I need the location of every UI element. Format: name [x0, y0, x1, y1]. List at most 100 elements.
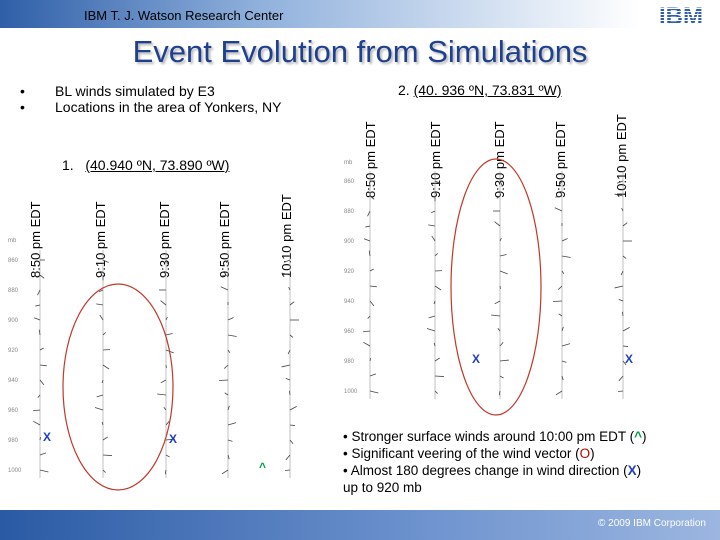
wind-barb [426, 328, 436, 332]
finding-text: ) [642, 429, 647, 444]
wind-barb [221, 274, 229, 277]
wind-barb [99, 314, 104, 321]
header-text: IBM T. J. Watson Research Center [84, 8, 284, 23]
direction-change-mark: X [472, 352, 481, 366]
wind-barb [561, 326, 564, 332]
wind-barb [434, 285, 442, 291]
wind-barb [283, 259, 291, 263]
header: IBM T. J. Watson Research Center IBM [0, 0, 720, 30]
wind-barb [39, 436, 41, 441]
wind-barb [165, 259, 169, 266]
pressure-level-label: 1000 [8, 468, 22, 474]
wind-barb [559, 180, 563, 185]
wind-barb [94, 407, 104, 411]
wind-barb [369, 357, 371, 362]
wind-barb [281, 272, 291, 276]
wind-barb [227, 349, 231, 354]
wind-barb [618, 390, 624, 392]
panel2-axis-label: mb [344, 160, 353, 166]
wind-barb [224, 364, 229, 369]
wind-barb [37, 289, 41, 296]
finding-item: • Stronger surface winds around 10:00 pm… [343, 428, 713, 445]
bullet-item: • Locations in the area of Yonkers, NY [20, 99, 281, 115]
wind-barb [433, 342, 436, 347]
panel1-axis-label: mb [8, 238, 17, 244]
wind-barb [281, 364, 291, 368]
wind-barb [102, 332, 106, 336]
wind-barb [39, 347, 44, 351]
wind-barb [35, 304, 41, 307]
wind-barb [561, 238, 568, 242]
wind-barb [289, 301, 295, 306]
direction-change-mark: X [43, 430, 52, 444]
wind-barb [622, 345, 628, 347]
bullet-list: • BL winds simulated by E3 • Locations i… [20, 83, 281, 115]
finding-text: ) [590, 446, 595, 461]
veering-ellipse [62, 283, 174, 491]
wind-barb [614, 285, 624, 289]
wind-barb [38, 329, 41, 336]
wind-barb [287, 349, 291, 355]
wind-barb [499, 254, 507, 257]
wind-barb [289, 406, 297, 411]
finding-item: • Significant veering of the wind vector… [343, 445, 713, 462]
finding-text: ) [636, 463, 642, 478]
wind-barb [102, 364, 110, 370]
wind-barb [614, 193, 624, 197]
wind-barb [498, 390, 501, 396]
pressure-level-label: 920 [8, 348, 19, 354]
finding-text: • Almost 180 degrees change in wind dire… [343, 463, 628, 478]
wind-barb [499, 359, 509, 362]
wind-barb [368, 250, 371, 257]
footer: © 2009 IBM Corporation [0, 510, 720, 540]
finding-item: up to 920 mb [343, 480, 422, 495]
pressure-level-label: 900 [8, 318, 19, 324]
wind-barb [622, 255, 627, 259]
wind-barb [499, 270, 508, 275]
wind-barb [165, 420, 170, 426]
panel2-pressure-levels: 860 880 900 920 940 960 980 1000 [344, 179, 358, 395]
location-2-label: 2. (40. 936 ºN, 73.831 ºW) [398, 82, 562, 98]
wind-barb [433, 300, 436, 305]
wind-barb [369, 285, 377, 288]
wind-barb [369, 300, 375, 307]
bullet-item: • BL winds simulated by E3 [20, 83, 281, 99]
wind-barb [102, 259, 109, 263]
wind-barb [622, 327, 630, 332]
wind-barb [227, 334, 237, 337]
wind-barb [165, 316, 168, 321]
wind-barb [165, 438, 175, 441]
wind-barb [289, 424, 295, 426]
x-symbol: X [627, 463, 637, 478]
wind-barb [365, 225, 371, 228]
wind-barb [220, 286, 229, 291]
wind-barb [96, 394, 104, 398]
location-1-coords: (40.940 ºN, 73.890 ºW) [85, 157, 230, 173]
wind-barb [618, 375, 624, 382]
wind-barb [428, 224, 436, 227]
finding-text: • Significant veering of the wind vector… [343, 446, 580, 461]
panel1-wind-profile: mb 860 880 900 920 940 960 980 1000 [8, 238, 299, 491]
wind-barb [494, 221, 501, 227]
wind-barb [622, 222, 628, 227]
wind-barb [555, 390, 563, 396]
wind-barb [499, 180, 503, 187]
wind-barb [499, 237, 502, 242]
wind-barb [561, 375, 564, 381]
wind-barb [162, 274, 167, 278]
wind-barb [227, 317, 234, 321]
wind-barb [555, 195, 563, 198]
bullet-text: BL winds simulated by E3 [55, 83, 215, 99]
wind-barb [369, 195, 375, 200]
location-2-prefix: 2. [398, 82, 410, 98]
wind-barb [363, 330, 371, 333]
wind-barb [434, 253, 438, 257]
finding-item: • Almost 180 degrees change in wind dire… [343, 462, 713, 479]
wind-barb [621, 207, 624, 212]
wind-barb [621, 311, 624, 317]
wind-barb [101, 421, 104, 426]
location-2-coords: (40. 936 ºN, 73.831 ºW) [413, 82, 562, 98]
wind-barb [33, 409, 41, 412]
wind-barb [157, 393, 167, 396]
location-1-prefix: 1. [62, 157, 74, 173]
